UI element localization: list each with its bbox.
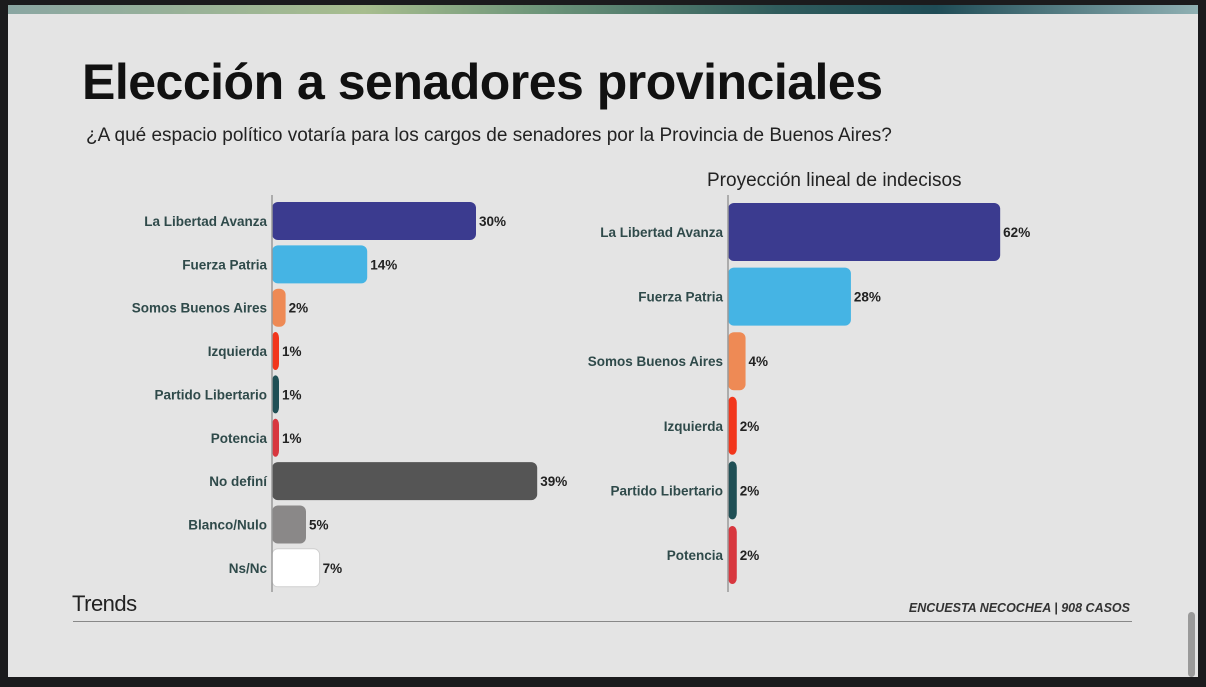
bar-partido-libertario bbox=[272, 375, 279, 414]
data-label: 1% bbox=[282, 344, 302, 359]
brand-logo: Trends bbox=[72, 591, 137, 616]
bar-la-libertad-avanza bbox=[728, 203, 1001, 261]
data-label: 7% bbox=[323, 561, 343, 576]
data-label: 1% bbox=[282, 431, 302, 446]
bar-potencia bbox=[728, 526, 737, 584]
bar-no-defin- bbox=[272, 462, 538, 501]
bar-izquierda bbox=[728, 396, 737, 455]
scrollbar[interactable] bbox=[1188, 612, 1195, 677]
page-subtitle: ¿A qué espacio político votaría para los… bbox=[86, 125, 892, 146]
bar-izquierda bbox=[272, 332, 279, 371]
bar-ns-nc bbox=[271, 548, 321, 588]
data-label: 14% bbox=[370, 257, 397, 272]
category-label: La Libertad Avanza bbox=[600, 225, 723, 240]
data-label: 1% bbox=[282, 387, 302, 402]
bar-blanco-nulo bbox=[272, 505, 306, 544]
data-label: 4% bbox=[749, 354, 769, 369]
category-label: No definí bbox=[209, 474, 268, 489]
data-label: 2% bbox=[740, 483, 760, 498]
bar-fuerza-patria bbox=[272, 245, 368, 284]
category-label: Izquierda bbox=[208, 344, 268, 359]
category-label: Fuerza Patria bbox=[182, 257, 267, 272]
footer-divider bbox=[73, 621, 1132, 622]
category-label: Partido Libertario bbox=[154, 387, 267, 402]
category-label: Partido Libertario bbox=[610, 483, 723, 498]
category-label: Somos Buenos Aires bbox=[588, 354, 723, 369]
source-note: ENCUESTA NECOCHEA | 908 CASOS bbox=[908, 601, 1130, 615]
projection-chart-title: Proyección lineal de indecisos bbox=[707, 170, 962, 191]
data-label: 39% bbox=[540, 474, 567, 489]
category-label: Somos Buenos Aires bbox=[132, 301, 267, 316]
category-label: Potencia bbox=[211, 431, 268, 446]
data-label: 62% bbox=[1003, 225, 1030, 240]
category-label: Ns/Nc bbox=[229, 561, 268, 576]
bar-somos-buenos-aires bbox=[728, 332, 746, 391]
bar-la-libertad-avanza bbox=[272, 202, 476, 240]
data-label: 2% bbox=[289, 301, 309, 316]
category-label: Potencia bbox=[667, 548, 724, 563]
category-label: Izquierda bbox=[664, 419, 724, 434]
bar-somos-buenos-aires bbox=[272, 288, 286, 327]
data-label: 30% bbox=[479, 214, 506, 229]
data-label: 28% bbox=[854, 290, 881, 305]
data-label: 2% bbox=[740, 419, 760, 434]
charts: La Libertad Avanza 30% Fuerza Patria 14% Som… bbox=[132, 195, 1030, 592]
data-label: 5% bbox=[309, 517, 329, 532]
category-label: La Libertad Avanza bbox=[144, 214, 267, 229]
page-title: Elección a senadores provinciales bbox=[82, 54, 883, 110]
bar-fuerza-patria bbox=[728, 267, 851, 326]
data-label: 2% bbox=[740, 548, 760, 563]
bar-partido-libertario bbox=[728, 461, 737, 520]
top-gradient-bar bbox=[8, 5, 1198, 14]
bar-potencia bbox=[272, 418, 279, 457]
category-label: Blanco/Nulo bbox=[188, 517, 267, 532]
category-label: Fuerza Patria bbox=[638, 290, 723, 305]
slide: Elección a senadores provinciales ¿A qué… bbox=[8, 5, 1198, 677]
